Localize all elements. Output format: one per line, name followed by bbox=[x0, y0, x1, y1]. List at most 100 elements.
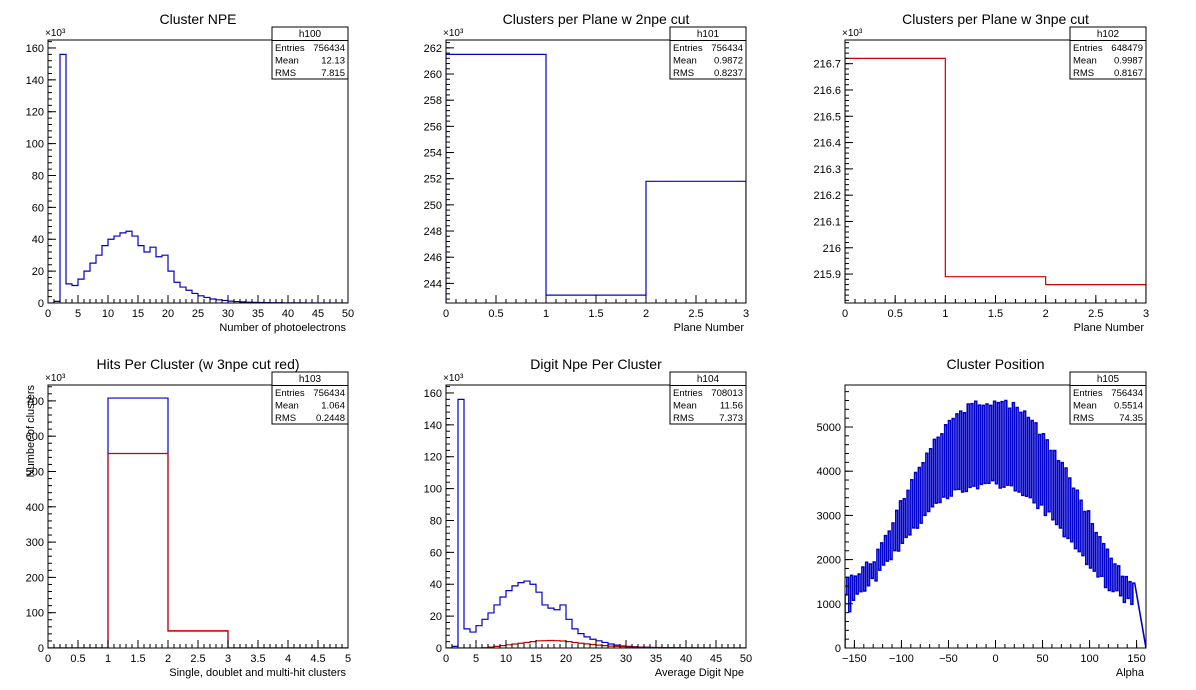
chart-title: Clusters per Plane w 2npe cut bbox=[503, 11, 690, 27]
stats-value: 756434 bbox=[711, 43, 743, 54]
x-tick-label: 5 bbox=[75, 308, 81, 320]
x-tick-label: 20 bbox=[560, 653, 572, 665]
stats-key: Mean bbox=[275, 56, 299, 67]
y-tick-label: 260 bbox=[424, 69, 442, 81]
stats-key: RMS bbox=[1073, 413, 1094, 424]
y-tick-label: 160 bbox=[26, 43, 44, 55]
chart-title: Clusters per Plane w 3npe cut bbox=[902, 11, 1089, 27]
stats-key: Mean bbox=[673, 401, 697, 412]
x-tick-label: 40 bbox=[282, 308, 294, 320]
stats-value: 0.8237 bbox=[714, 68, 743, 79]
x-tick-label: 5 bbox=[473, 653, 479, 665]
x-tick-label: 0 bbox=[443, 308, 449, 320]
histogram-series-1 bbox=[48, 397, 348, 648]
x-tick-label: −50 bbox=[939, 653, 958, 665]
y-tick-label: 40 bbox=[32, 234, 44, 246]
x-axis-label: Alpha bbox=[1116, 667, 1145, 679]
y-tick-label: 120 bbox=[26, 107, 44, 119]
y-exponent-label: ×10³ bbox=[45, 28, 66, 39]
x-tick-label: 1.5 bbox=[988, 308, 1003, 320]
x-tick-label: 3 bbox=[225, 653, 231, 665]
stats-name: h102 bbox=[1097, 29, 1120, 40]
y-tick-label: 20 bbox=[32, 266, 44, 278]
x-tick-label: 20 bbox=[162, 308, 174, 320]
x-tick-label: 2 bbox=[643, 308, 649, 320]
stats-box: h105 Entries 756434 Mean 0.5514 RMS 74.35 bbox=[1069, 371, 1147, 425]
x-tick-label: 5 bbox=[345, 653, 351, 665]
stats-value: 756434 bbox=[313, 388, 345, 399]
stats-box: h100 Entries 756434 Mean 12.13 RMS 7.815 bbox=[271, 26, 349, 80]
y-exponent-label: ×10³ bbox=[842, 28, 863, 39]
y-tick-label: 216.4 bbox=[813, 138, 841, 150]
y-tick-label: 5000 bbox=[817, 422, 841, 434]
y-tick-label: 256 bbox=[424, 121, 442, 133]
histogram-series-1 bbox=[845, 399, 1146, 648]
y-tick-label: 0 bbox=[436, 643, 442, 655]
stats-key: Entries bbox=[673, 388, 703, 399]
y-tick-label: 244 bbox=[424, 278, 442, 290]
stats-value: 648479 bbox=[1111, 43, 1143, 54]
y-tick-label: 216 bbox=[823, 243, 841, 255]
stats-name: h101 bbox=[697, 29, 720, 40]
x-tick-label: 0 bbox=[45, 653, 51, 665]
x-tick-label: 30 bbox=[222, 308, 234, 320]
stats-key: Entries bbox=[1073, 43, 1103, 54]
stats-value: 74.35 bbox=[1119, 413, 1143, 424]
y-tick-label: 258 bbox=[424, 95, 442, 107]
stats-value: 1.064 bbox=[321, 401, 345, 412]
y-tick-label: 0 bbox=[38, 298, 44, 310]
chart-title: Digit Npe Per Cluster bbox=[530, 356, 662, 372]
chart-title: Cluster NPE bbox=[159, 11, 236, 27]
stats-key: Entries bbox=[275, 43, 305, 54]
x-tick-label: 1 bbox=[942, 308, 948, 320]
x-tick-label: 150 bbox=[1127, 653, 1145, 665]
x-tick-label: 100 bbox=[1080, 653, 1098, 665]
y-tick-label: 248 bbox=[424, 226, 442, 238]
y-tick-label: 600 bbox=[26, 431, 44, 443]
x-tick-label: 15 bbox=[530, 653, 542, 665]
stats-value: 7.373 bbox=[719, 413, 743, 424]
x-tick-label: 1.5 bbox=[130, 653, 145, 665]
stats-box: h104 Entries 708013 Mean 11.56 RMS 7.373 bbox=[669, 371, 747, 425]
y-exponent-label: ×10³ bbox=[443, 373, 464, 384]
stats-value: 756434 bbox=[313, 43, 345, 54]
stats-key: Entries bbox=[275, 388, 305, 399]
stats-key: RMS bbox=[1073, 68, 1094, 79]
x-tick-label: 0 bbox=[45, 308, 51, 320]
x-tick-label: 0 bbox=[842, 308, 848, 320]
x-tick-label: 2.5 bbox=[190, 653, 205, 665]
stats-name: h105 bbox=[1097, 374, 1120, 385]
x-axis-label: Average Digit Npe bbox=[655, 667, 744, 679]
x-tick-label: 25 bbox=[590, 653, 602, 665]
x-axis-label: Plane Number bbox=[1074, 322, 1145, 334]
x-tick-label: 4.5 bbox=[310, 653, 325, 665]
y-tick-label: 250 bbox=[424, 200, 442, 212]
y-tick-label: 254 bbox=[424, 148, 442, 160]
x-tick-label: 30 bbox=[620, 653, 632, 665]
x-tick-label: 2.5 bbox=[1088, 308, 1103, 320]
y-tick-label: 700 bbox=[26, 396, 44, 408]
y-tick-label: 80 bbox=[32, 170, 44, 182]
y-tick-label: 400 bbox=[26, 502, 44, 514]
stats-value: 12.13 bbox=[321, 56, 345, 67]
stats-box: h103 Entries 756434 Mean 1.064 RMS 0.2448 bbox=[271, 371, 349, 425]
stats-value: 0.9872 bbox=[714, 56, 743, 67]
stats-key: Mean bbox=[1073, 401, 1097, 412]
x-tick-label: 0.5 bbox=[888, 308, 903, 320]
chart-panel-4: Hits Per Cluster (w 3npe cut red) 0 0.5 1 1.… bbox=[25, 356, 351, 679]
x-axis-label: Plane Number bbox=[674, 322, 745, 334]
chart-panel-6: Cluster Position −150 −100 −50 0 50 100 150 0 100… bbox=[817, 356, 1147, 679]
y-tick-label: 160 bbox=[424, 388, 442, 400]
stats-key: Entries bbox=[673, 43, 703, 54]
y-tick-label: 252 bbox=[424, 174, 442, 186]
stats-value: 7.815 bbox=[321, 68, 345, 79]
x-tick-label: 35 bbox=[650, 653, 662, 665]
y-tick-label: 40 bbox=[430, 579, 442, 591]
y-tick-label: 216.5 bbox=[813, 111, 841, 123]
x-tick-label: 10 bbox=[500, 653, 512, 665]
stats-key: Mean bbox=[275, 401, 299, 412]
histogram-series-2 bbox=[48, 452, 348, 648]
y-tick-label: 120 bbox=[424, 452, 442, 464]
stats-value: 0.2448 bbox=[316, 413, 345, 424]
y-exponent-label: ×10³ bbox=[45, 373, 66, 384]
